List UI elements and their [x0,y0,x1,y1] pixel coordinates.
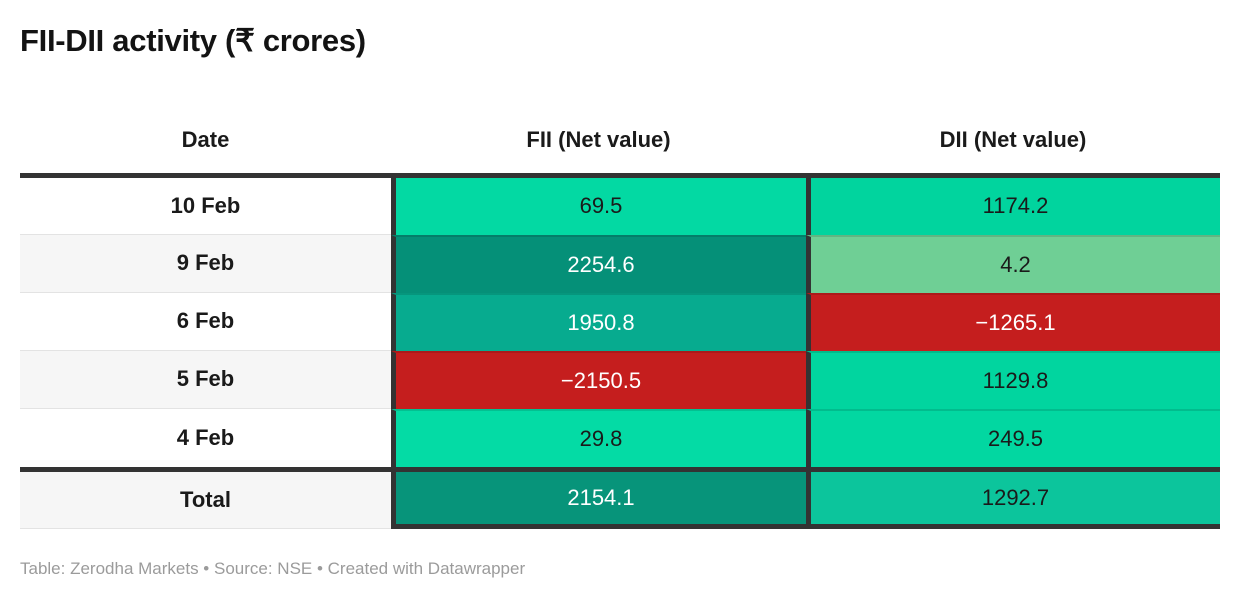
footer-attribution: Table: Zerodha Markets • Source: NSE • C… [20,558,526,578]
date-cell: 9 Feb [20,234,391,293]
table-header: Date FII (Net value) DII (Net value) [20,115,1220,178]
fii-value-cell: 2254.6 [391,234,806,293]
page-title: FII-DII activity (₹ crores) [20,23,366,58]
total-fii-cell: 2154.1 [391,466,806,529]
table-row: 6 Feb 1950.8 −1265.1 [20,292,1220,351]
date-cell: 10 Feb [20,177,391,235]
fii-value-cell: 1950.8 [391,292,806,351]
header-row: Date FII (Net value) DII (Net value) [20,115,1220,178]
dii-value-cell: 249.5 [806,408,1220,467]
dii-value-cell: 1174.2 [806,177,1220,235]
header-fii: FII (Net value) [391,115,806,178]
fii-dii-table: Date FII (Net value) DII (Net value) 10 … [20,115,1220,529]
table-row: 4 Feb 29.8 249.5 [20,408,1220,467]
page: FII-DII activity (₹ crores) Date FII (Ne… [20,23,1220,578]
fii-value-cell: −2150.5 [391,350,806,409]
header-dii: DII (Net value) [806,115,1220,178]
fii-value-cell: 29.8 [391,408,806,467]
dii-value-cell: −1265.1 [806,292,1220,351]
total-dii-cell: 1292.7 [806,466,1220,529]
fii-value-cell: 69.5 [391,177,806,235]
total-label-cell: Total [20,466,391,529]
dii-value-cell: 4.2 [806,234,1220,293]
table-footer: Total 2154.1 1292.7 [20,466,1220,529]
total-row: Total 2154.1 1292.7 [20,466,1220,529]
date-cell: 4 Feb [20,408,391,467]
table-row: 10 Feb 69.5 1174.2 [20,177,1220,235]
table-row: 9 Feb 2254.6 4.2 [20,234,1220,293]
dii-value-cell: 1129.8 [806,350,1220,409]
date-cell: 5 Feb [20,350,391,409]
table-row: 5 Feb −2150.5 1129.8 [20,350,1220,409]
header-date: Date [20,115,391,178]
table-body: 10 Feb 69.5 1174.2 9 Feb 2254.6 4.2 6 Fe… [20,177,1220,467]
date-cell: 6 Feb [20,292,391,351]
